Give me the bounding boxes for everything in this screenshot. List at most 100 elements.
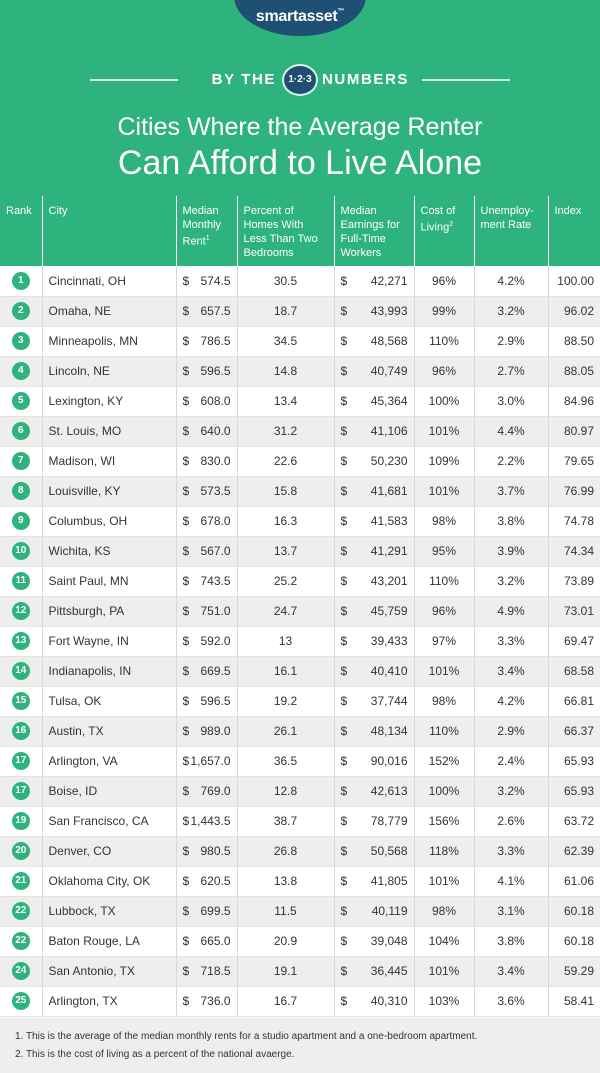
rank-badge: 21 <box>11 872 30 890</box>
index-cell: 66.81 <box>548 686 600 717</box>
earnings-value: 37,744 <box>370 694 408 708</box>
homes-cell: 24.7 <box>237 596 335 627</box>
index-cell: 58.41 <box>548 986 600 1017</box>
unemployment-cell: 4.1% <box>474 866 549 897</box>
currency-symbol: $ <box>182 604 190 618</box>
earnings-cell: $39,433 <box>334 626 415 657</box>
smartasset-logo[interactable]: smartasset™ <box>234 8 366 26</box>
earnings-cell: $40,310 <box>334 986 415 1017</box>
header-unemployment: Unemploy- ment Rate <box>474 196 549 266</box>
earnings-cell: $40,119 <box>334 896 415 927</box>
earnings-cell: $40,749 <box>334 356 415 387</box>
earnings-cell: $41,106 <box>334 416 415 447</box>
cost-of-living-cell: 98% <box>414 506 475 537</box>
rank-badge: 17 <box>11 782 30 800</box>
unemployment-cell: 3.4% <box>474 656 549 687</box>
city-cell: Arlington, VA <box>42 746 177 777</box>
cost-of-living-cell: 98% <box>414 686 475 717</box>
currency-symbol: $ <box>182 454 190 468</box>
table-row: 6 St. Louis, MO $640.0 31.2 $41,106 101% 4.4% 8… <box>0 416 600 447</box>
index-cell: 60.18 <box>548 926 600 957</box>
cost-of-living-cell: 103% <box>414 986 475 1017</box>
index-cell: 79.65 <box>548 446 600 477</box>
rank-cell: 25 <box>0 986 43 1017</box>
homes-cell: 14.8 <box>237 356 335 387</box>
city-cell: Wichita, KS <box>42 536 177 567</box>
currency-symbol: $ <box>182 424 190 438</box>
rank-cell: 15 <box>0 686 43 717</box>
rank-cell: 1 <box>0 266 43 297</box>
currency-symbol: $ <box>182 334 190 348</box>
cost-of-living-cell: 152% <box>414 746 475 777</box>
rent-cell: $678.0 <box>176 506 238 537</box>
currency-symbol: $ <box>340 844 348 858</box>
homes-cell: 11.5 <box>237 896 335 927</box>
cost-of-living-cell: 101% <box>414 866 475 897</box>
cost-of-living-cell: 96% <box>414 596 475 627</box>
rent-value: 718.5 <box>200 964 231 978</box>
homes-cell: 13.4 <box>237 386 335 417</box>
rank-cell: 20 <box>0 836 43 867</box>
city-cell: Fort Wayne, IN <box>42 626 177 657</box>
rent-cell: $596.5 <box>176 356 238 387</box>
earnings-cell: $45,364 <box>334 386 415 417</box>
rent-value: 699.5 <box>200 904 231 918</box>
earnings-cell: $41,805 <box>334 866 415 897</box>
table-row: 25 Arlington, TX $736.0 16.7 $40,310 103% 3.6%… <box>0 986 600 1017</box>
rank-cell: 4 <box>0 356 43 387</box>
table-row: 21 Oklahoma City, OK $620.5 13.8 $41,805 101%… <box>0 866 600 897</box>
earnings-value: 50,568 <box>370 844 408 858</box>
rank-badge: 7 <box>11 452 30 470</box>
earnings-cell: $48,568 <box>334 326 415 357</box>
index-cell: 73.01 <box>548 596 600 627</box>
rent-value: 596.5 <box>200 364 231 378</box>
header-rent-footnote: 1 <box>205 235 210 242</box>
homes-cell: 12.8 <box>237 776 335 807</box>
index-cell: 63.72 <box>548 806 600 837</box>
unemployment-cell: 3.2% <box>474 296 549 327</box>
currency-symbol: $ <box>340 454 348 468</box>
unemployment-cell: 4.9% <box>474 596 549 627</box>
cost-of-living-cell: 156% <box>414 806 475 837</box>
currency-symbol: $ <box>182 844 190 858</box>
homes-cell: 19.2 <box>237 686 335 717</box>
rank-badge: 15 <box>11 692 30 710</box>
city-cell: Lincoln, NE <box>42 356 177 387</box>
rank-cell: 3 <box>0 326 43 357</box>
unemployment-cell: 3.7% <box>474 476 549 507</box>
earnings-value: 45,759 <box>370 604 408 618</box>
currency-symbol: $ <box>182 304 190 318</box>
currency-symbol: $ <box>182 784 190 798</box>
rent-cell: $657.5 <box>176 296 238 327</box>
rank-cell: 5 <box>0 386 43 417</box>
table-header-row: Rank City Median Monthly Rent1 Percent o… <box>0 196 600 266</box>
earnings-value: 42,613 <box>370 784 408 798</box>
cost-of-living-cell: 118% <box>414 836 475 867</box>
homes-cell: 13.7 <box>237 536 335 567</box>
currency-symbol: $ <box>340 544 348 558</box>
table-row: 9 Columbus, OH $678.0 16.3 $41,583 98% 3.8% 74.… <box>0 506 600 537</box>
rank-badge: 4 <box>11 362 30 380</box>
rent-value: 567.0 <box>200 544 231 558</box>
rank-cell: 22 <box>0 896 43 927</box>
table-body: 1 Cincinnati, OH $574.5 30.5 $42,271 96% 4.2% 1… <box>0 266 600 1017</box>
currency-symbol: $ <box>182 484 190 498</box>
table-row: 8 Louisville, KY $573.5 15.8 $41,681 101% 3.7%… <box>0 476 600 507</box>
logo-trademark: ™ <box>337 8 345 15</box>
currency-symbol: $ <box>340 424 348 438</box>
cost-of-living-cell: 104% <box>414 926 475 957</box>
city-cell: Lubbock, TX <box>42 896 177 927</box>
unemployment-cell: 2.9% <box>474 326 549 357</box>
currency-symbol: $ <box>182 964 190 978</box>
earnings-cell: $42,271 <box>334 266 415 297</box>
table-row: 16 Austin, TX $989.0 26.1 $48,134 110% 2.9% 66.… <box>0 716 600 747</box>
index-cell: 59.29 <box>548 956 600 987</box>
table-row: 17 Arlington, VA $1,657.0 36.5 $90,016 152% 2.… <box>0 746 600 777</box>
table-row: 10 Wichita, KS $567.0 13.7 $41,291 95% 3.9% 74.… <box>0 536 600 567</box>
currency-symbol: $ <box>182 394 190 408</box>
index-cell: 74.34 <box>548 536 600 567</box>
cost-of-living-cell: 96% <box>414 356 475 387</box>
index-cell: 96.02 <box>548 296 600 327</box>
rank-badge: 12 <box>11 602 30 620</box>
index-cell: 88.50 <box>548 326 600 357</box>
